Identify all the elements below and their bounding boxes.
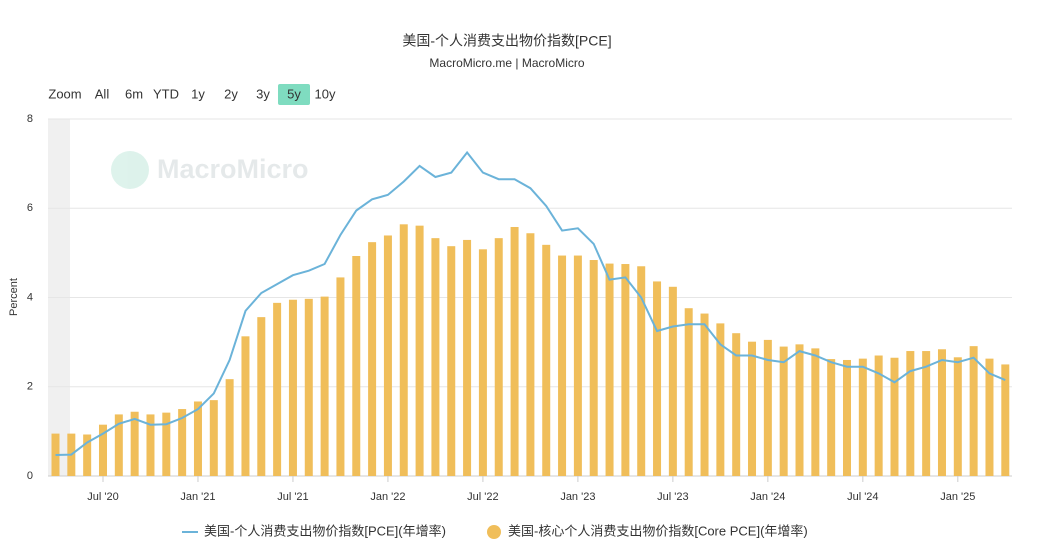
- y-tick-label: 4: [27, 291, 33, 303]
- legend-label: 美国-个人消费支出物价指数[PCE](年增率): [204, 523, 446, 538]
- x-tick-label: Jan '22: [370, 491, 405, 503]
- chart-title: 美国-个人消费支出物价指数[PCE]: [402, 33, 611, 49]
- bar: [510, 226, 519, 476]
- bar: [478, 249, 487, 476]
- x-tick-label: Jul '21: [277, 491, 308, 503]
- y-tick-label: 0: [27, 470, 33, 482]
- watermark-text: MacroMicro: [157, 154, 309, 184]
- range-button[interactable]: 1y: [191, 86, 205, 101]
- watermark-logo: [111, 151, 149, 189]
- bar: [953, 357, 962, 476]
- bar: [463, 239, 472, 476]
- bar: [874, 355, 883, 476]
- bar: [368, 242, 377, 476]
- zoom-label: Zoom: [48, 86, 81, 101]
- bar: [494, 238, 503, 476]
- bar: [304, 298, 313, 476]
- bar: [193, 401, 202, 476]
- bar: [716, 323, 725, 476]
- bar: [558, 255, 567, 476]
- bar: [668, 286, 677, 476]
- bar: [969, 346, 978, 476]
- bar: [83, 434, 92, 476]
- bar: [922, 351, 931, 476]
- bar: [906, 351, 915, 476]
- x-tick-label: Jan '23: [560, 491, 595, 503]
- bar: [162, 412, 171, 476]
- bar: [431, 238, 440, 476]
- bar: [763, 339, 772, 476]
- legend-item[interactable]: 美国-核心个人消费支出物价指数[Core PCE](年增率): [487, 523, 808, 539]
- legend-item[interactable]: 美国-个人消费支出物价指数[PCE](年增率): [182, 523, 446, 538]
- bar: [447, 246, 456, 476]
- bar: [573, 255, 582, 476]
- bar: [811, 348, 820, 476]
- range-button[interactable]: 10y: [315, 86, 336, 101]
- bar: [605, 263, 614, 476]
- bar: [273, 302, 282, 476]
- bar: [985, 358, 994, 476]
- x-tick-label: Jul '24: [847, 491, 878, 503]
- bar: [178, 409, 187, 476]
- bar: [320, 296, 329, 476]
- bar: [257, 317, 266, 476]
- bar: [653, 281, 662, 476]
- bar: [621, 264, 630, 476]
- bar: [637, 266, 646, 476]
- bar: [827, 359, 836, 476]
- x-tick-label: Jan '21: [180, 491, 215, 503]
- bar: [748, 341, 757, 476]
- y-tick-label: 8: [27, 113, 33, 125]
- watermark: MacroMicro: [111, 151, 309, 189]
- x-tick-label: Jul '23: [657, 491, 688, 503]
- bar: [130, 411, 139, 476]
- bar: [858, 358, 867, 476]
- bar: [937, 349, 946, 476]
- y-tick-label: 6: [27, 202, 33, 214]
- bar: [114, 414, 123, 476]
- bar: [589, 260, 598, 476]
- bar: [383, 235, 392, 476]
- bar: [98, 424, 107, 476]
- x-tick-label: Jan '25: [940, 491, 975, 503]
- legend-label: 美国-核心个人消费支出物价指数[Core PCE](年增率): [508, 523, 808, 538]
- range-button[interactable]: 2y: [224, 86, 238, 101]
- line: [55, 150, 1006, 456]
- bar: [1001, 364, 1010, 476]
- bar: [146, 414, 155, 476]
- range-button-bg: [278, 84, 310, 105]
- bar: [700, 313, 709, 476]
- bar: [225, 379, 234, 476]
- bar: [890, 357, 899, 476]
- bar: [288, 299, 297, 476]
- x-tick-label: Jul '22: [467, 491, 498, 503]
- range-button[interactable]: 3y: [256, 86, 270, 101]
- x-tick-label: Jul '20: [87, 491, 118, 503]
- bar: [241, 336, 250, 476]
- bar: [684, 308, 693, 476]
- bar: [542, 244, 551, 476]
- bar: [415, 225, 424, 476]
- bar: [209, 400, 218, 476]
- range-button[interactable]: 6m: [125, 86, 143, 101]
- bar: [795, 344, 804, 476]
- bar: [526, 233, 535, 476]
- range-button[interactable]: YTD: [153, 86, 179, 101]
- bar: [843, 359, 851, 476]
- bar: [779, 346, 788, 476]
- range-button[interactable]: 5y: [287, 86, 301, 101]
- y-tick-label: 2: [27, 381, 33, 393]
- bar: [732, 333, 741, 476]
- x-tick-label: Jan '24: [750, 491, 785, 503]
- bar: [399, 224, 408, 476]
- legend-swatch: [487, 525, 501, 539]
- bar: [336, 277, 345, 476]
- range-button[interactable]: All: [95, 86, 110, 101]
- bar: [352, 255, 361, 476]
- chart-subtitle: MacroMicro.me | MacroMicro: [429, 56, 584, 70]
- y-axis-label: Percent: [8, 278, 20, 316]
